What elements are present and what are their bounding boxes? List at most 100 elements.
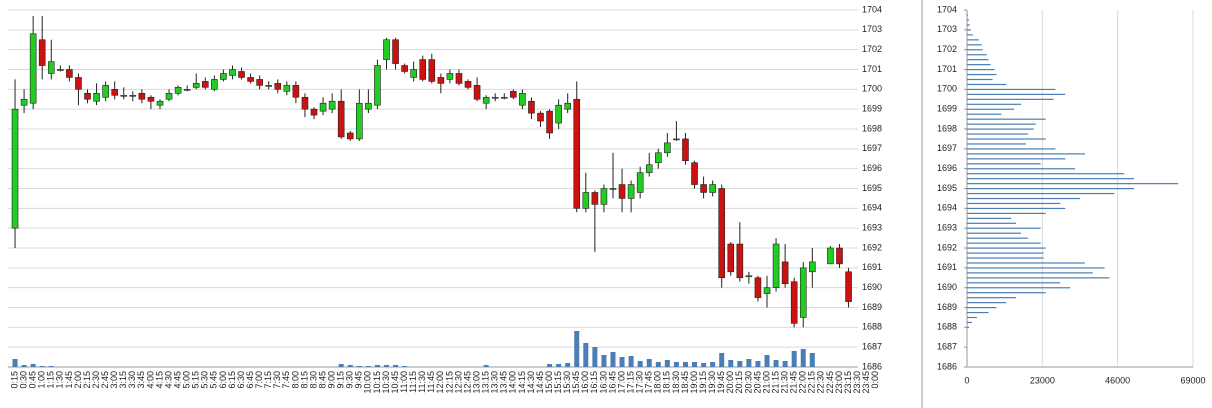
x-tick-label: 4:00 (145, 371, 155, 389)
profile-bar (967, 168, 1076, 170)
profile-bar (967, 178, 1135, 180)
profile-bar (967, 158, 1066, 160)
candle-body (310, 108, 318, 116)
x-tick-label: 10:00 (363, 371, 373, 394)
x-tick-label: 12:45 (462, 371, 472, 394)
volume-bar (664, 360, 670, 367)
x-tick-label: 0 (964, 375, 969, 385)
profile-bar (967, 287, 1071, 289)
candle-body (129, 94, 137, 97)
x-tick-label: 3:45 (136, 371, 146, 389)
candle-body (211, 79, 218, 90)
x-tick-label: 18:00 (653, 371, 663, 394)
x-tick-label: 14:00 (508, 371, 518, 394)
volume-bar (556, 364, 562, 367)
y-tick-label: 1686 (862, 361, 882, 371)
candle-body (93, 93, 100, 102)
candle-body (147, 96, 155, 102)
candle-body (346, 132, 354, 140)
x-tick-label: 15:00 (544, 371, 554, 394)
candle-body (301, 96, 309, 110)
x-tick-label: 21:30 (780, 371, 790, 394)
y-tick-label: 1686 (937, 361, 957, 371)
candle-body (836, 247, 843, 265)
profile-bar (967, 217, 1012, 219)
x-tick-label: 1:00 (37, 371, 47, 389)
x-tick-label: 1:30 (55, 371, 65, 389)
x-tick-label: 8:30 (308, 371, 318, 389)
x-tick-label: 16:15 (589, 371, 599, 394)
volume-bar (746, 359, 752, 367)
x-tick-label: 15:45 (571, 371, 581, 394)
x-tick-label: 18:45 (680, 371, 690, 394)
candle-body (673, 138, 680, 141)
profile-bar (967, 282, 1061, 284)
profile-bar (967, 153, 1085, 155)
x-tick-label: 13:30 (490, 371, 500, 394)
x-tick-label: 9:30 (345, 371, 355, 389)
x-tick-label: 5:00 (182, 371, 192, 389)
volume-bar (619, 357, 625, 367)
y-tick-label: 1691 (937, 262, 957, 272)
profile-bar (967, 19, 969, 21)
x-tick-label: 15:30 (562, 371, 572, 394)
candle-body (383, 39, 390, 60)
x-tick-label: 0:30 (18, 371, 28, 389)
x-tick-label: 23:30 (852, 371, 862, 394)
volume-bar (565, 363, 571, 367)
candle-body (274, 83, 282, 90)
volume-bar (728, 360, 734, 367)
profile-bar (967, 173, 1125, 175)
candle-body (220, 73, 227, 80)
candle-body (645, 164, 653, 173)
candle-body (120, 94, 128, 97)
volume-bar (682, 362, 688, 367)
candle-body (528, 100, 535, 114)
volume-bar (347, 365, 353, 367)
candle-body (66, 69, 73, 78)
x-tick-label: 2:00 (73, 371, 83, 389)
y-tick-label: 1695 (862, 183, 882, 193)
volume-bar (701, 363, 707, 367)
volume-bar (374, 365, 380, 367)
volume-bar (48, 366, 54, 367)
candle-body (682, 138, 689, 162)
profile-bar (967, 163, 1041, 165)
profile-bar (967, 73, 997, 76)
x-tick-label: 4:45 (172, 371, 182, 389)
y-tick-label: 1689 (937, 302, 957, 312)
x-tick-label: 22:45 (825, 371, 835, 394)
x-tick-label: 7:45 (281, 371, 291, 389)
x-tick-label: 11:45 (426, 371, 436, 393)
volume-bar (21, 365, 27, 367)
candle-body (555, 104, 562, 124)
volume-bar (402, 366, 408, 367)
y-tick-label: 1703 (937, 24, 957, 34)
x-tick-label: 4:15 (154, 371, 164, 389)
candle-body (229, 69, 236, 76)
y-tick-label: 1699 (937, 104, 957, 114)
x-tick-label: 16:45 (607, 371, 617, 394)
y-tick-label: 1687 (862, 342, 882, 352)
profile-bar (967, 292, 1046, 294)
x-tick-label: 10:15 (372, 371, 382, 394)
candle-body (600, 188, 608, 205)
volume-bar (800, 349, 806, 367)
x-tick-label: 21:15 (770, 371, 780, 394)
x-tick-label: 14:30 (526, 371, 536, 394)
candle-body (374, 65, 381, 106)
volume-bar (764, 355, 770, 367)
candle-body (627, 184, 635, 199)
x-tick-label: 20:15 (734, 371, 744, 394)
volume-bar (12, 359, 18, 367)
candle-body (84, 93, 91, 100)
candle-body (591, 192, 599, 205)
candle-body (700, 184, 707, 193)
profile-bar (967, 311, 989, 314)
x-tick-label: 12:30 (453, 371, 463, 394)
profile-bar (967, 143, 1026, 145)
volume-bar (737, 361, 743, 367)
x-tick-label: 1:45 (64, 371, 74, 389)
candle-body (727, 243, 735, 273)
